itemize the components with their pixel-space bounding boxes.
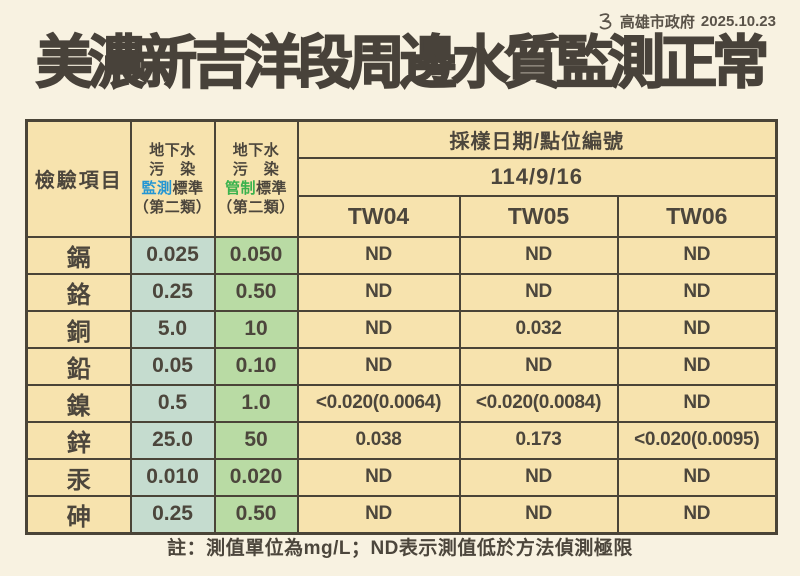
control-standard-cell: 10: [213, 309, 299, 349]
header-row-wells: TW04 TW05 TW06: [27, 194, 778, 238]
table-row-zinc: 鋅 25.0 50 0.038 0.173 <0.020(0.0095): [25, 420, 778, 460]
table-row-chromium: 鉻 0.25 0.50 ND ND ND: [25, 272, 778, 312]
column-header-sampling: 採樣日期/點位編號: [296, 119, 778, 159]
monitoring-standard-cell: 5.0: [129, 309, 216, 349]
analyte-cell: 鋅: [25, 420, 132, 460]
result-cell-tw04: ND: [296, 457, 461, 497]
standard-header-line: 污 染: [232, 160, 280, 178]
result-cell-tw05: ND: [458, 235, 619, 275]
result-cell-tw05: ND: [458, 494, 619, 534]
table-row-cadmium: 鎘 0.025 0.050 ND ND ND: [25, 235, 778, 275]
result-cell-tw06: ND: [616, 272, 778, 312]
analyte-cell: 鉻: [25, 272, 132, 312]
header-row-date: 114/9/16: [27, 156, 778, 197]
gov-name: 高雄市政府: [619, 14, 695, 31]
control-standard-cell: 1.0: [213, 383, 299, 423]
result-cell-tw04: ND: [296, 346, 461, 386]
analyte-cell: 汞: [25, 457, 132, 497]
table-row-arsenic: 砷 0.25 0.50 ND ND ND: [25, 494, 778, 534]
monitoring-standard-cell: 25.0: [129, 420, 216, 460]
result-cell-tw05: 0.173: [458, 420, 619, 460]
kaohsiung-seal-icon: [597, 12, 614, 32]
column-header-tw04: TW04: [296, 194, 461, 238]
analyte-cell: 砷: [25, 494, 132, 534]
monitoring-standard-cell: 0.25: [129, 272, 216, 312]
control-standard-cell: 0.50: [213, 272, 299, 312]
result-cell-tw04: ND: [296, 494, 461, 534]
result-cell-tw05: ND: [458, 272, 619, 312]
result-cell-tw06: ND: [616, 235, 778, 275]
standard-header-line: 監測標準: [133, 179, 213, 198]
control-standard-cell: 0.050: [213, 235, 299, 275]
result-cell-tw04: ND: [296, 235, 461, 275]
monitoring-highlight: 監測: [141, 179, 173, 197]
table-row-mercury: 汞 0.010 0.020 ND ND ND: [25, 457, 778, 497]
header-row-sampling: 檢驗項目 地下水 污 染 監測標準 （第二類） 地下水 污 染 管制標準 （第二…: [25, 119, 778, 238]
result-cell-tw05: ND: [458, 346, 619, 386]
monitoring-standard-cell: 0.05: [129, 346, 216, 386]
result-cell-tw06: ND: [616, 457, 778, 497]
water-quality-table: 檢驗項目 地下水 污 染 監測標準 （第二類） 地下水 污 染 管制標準 （第二…: [25, 119, 779, 535]
table-row-nickel: 鎳 0.5 1.0 <0.020(0.0064) <0.020(0.0084) …: [25, 383, 778, 423]
analyte-cell: 鎳: [25, 383, 132, 423]
result-cell-tw06: ND: [616, 494, 778, 534]
monitoring-standard-cell: 0.025: [129, 235, 216, 275]
result-cell-tw05: ND: [458, 457, 619, 497]
column-header-item: 檢驗項目: [25, 119, 132, 238]
result-cell-tw04: 0.038: [296, 420, 461, 460]
monitoring-standard-cell: 0.25: [129, 494, 216, 534]
result-cell-tw06: <0.020(0.0095): [616, 420, 778, 460]
monitoring-standard-cell: 0.5: [129, 383, 216, 423]
standard-header-line: （第二類）: [133, 198, 212, 216]
gov-brand: 高雄市政府 2025.10.23: [597, 11, 776, 32]
result-cell-tw06: ND: [616, 383, 778, 423]
sampling-date: 114/9/16: [296, 156, 778, 197]
control-standard-cell: 50: [213, 420, 299, 460]
table-row-copper: 銅 5.0 10 ND 0.032 ND: [25, 309, 778, 349]
column-header-monitoring-standard: 地下水 污 染 監測標準 （第二類）: [129, 119, 216, 238]
monitoring-standard-cell: 0.010: [129, 457, 216, 497]
analyte-cell: 鉛: [25, 346, 132, 386]
table-row-lead: 鉛 0.05 0.10 ND ND ND: [25, 346, 778, 386]
standard-header-line: （第二類）: [217, 198, 295, 216]
result-cell-tw04: ND: [296, 272, 461, 312]
result-cell-tw05: <0.020(0.0084): [458, 383, 619, 423]
result-cell-tw05: 0.032: [458, 309, 619, 349]
standard-header-line: 管制標準: [217, 179, 296, 198]
control-standard-cell: 0.10: [213, 346, 299, 386]
result-cell-tw06: ND: [616, 346, 778, 386]
analyte-cell: 銅: [25, 309, 132, 349]
standard-header-line: 地下水: [232, 141, 280, 159]
result-cell-tw06: ND: [616, 309, 778, 349]
column-header-tw05: TW05: [458, 194, 619, 238]
standard-suffix: 標準: [172, 179, 204, 197]
column-header-tw06: TW06: [616, 194, 778, 238]
page-title: 美濃新吉洋段周邊水質監測正常: [35, 30, 770, 95]
standard-header-line: 地下水: [149, 141, 196, 159]
column-header-control-standard: 地下水 污 染 管制標準 （第二類）: [213, 119, 299, 238]
analyte-cell: 鎘: [25, 235, 132, 275]
standard-header-line: 污 染: [149, 160, 196, 178]
control-highlight: 管制: [224, 179, 256, 197]
control-standard-cell: 0.020: [213, 457, 299, 497]
publish-date: 2025.10.23: [700, 13, 776, 30]
standard-suffix: 標準: [256, 179, 288, 197]
result-cell-tw04: <0.020(0.0064): [296, 383, 461, 423]
result-cell-tw04: ND: [296, 309, 461, 349]
footnote: 註：測值單位為mg/L；ND表示測值低於方法偵測極限: [167, 538, 633, 559]
control-standard-cell: 0.50: [213, 494, 299, 534]
